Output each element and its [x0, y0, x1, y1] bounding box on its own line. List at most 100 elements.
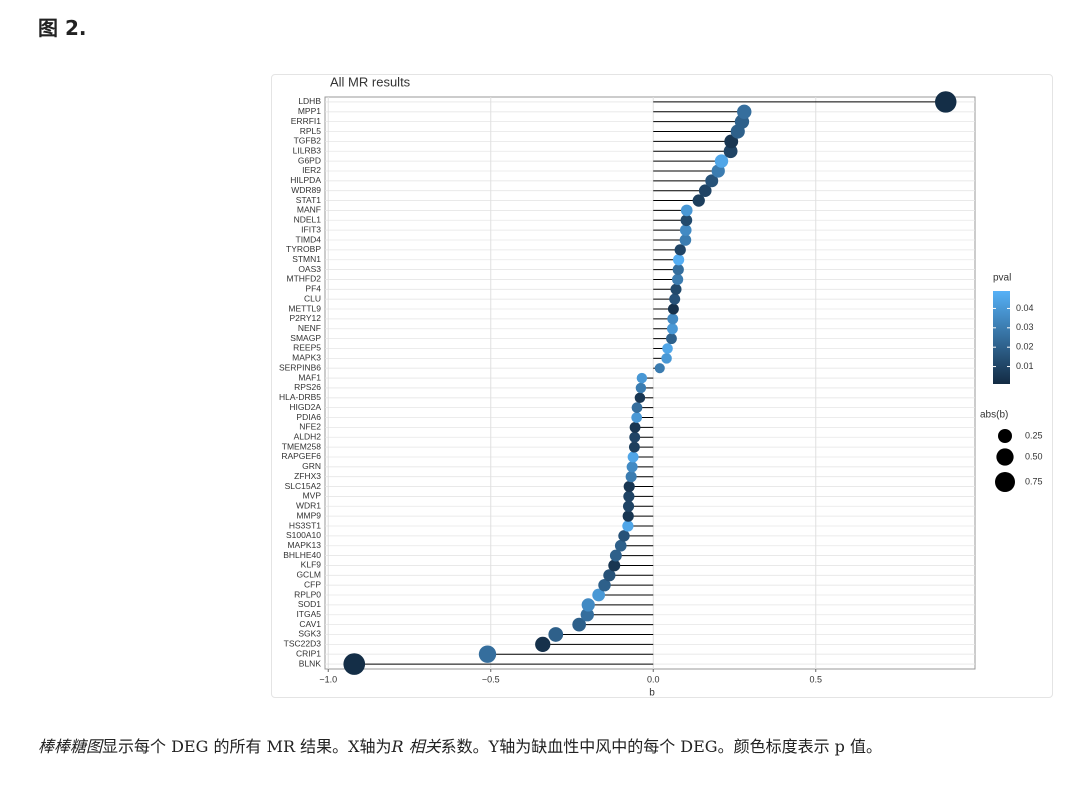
size-key-label: 0.50	[1025, 451, 1043, 461]
y-tick-label: P2RY12	[289, 313, 321, 323]
caption: 棒棒糖图显示每个 DEG 的所有 MR 结果。X轴为R 相关系数。Y轴为缺血性中…	[38, 733, 882, 757]
y-tick-label: SMAGP	[290, 333, 321, 343]
point	[662, 343, 673, 354]
y-tick-label: HLA-DRB5	[279, 392, 321, 402]
figure-heading: 图 2.	[38, 16, 87, 40]
figure: All MR results b pval abs(b) −1.0 −0.5 0.0…	[271, 74, 1053, 698]
y-tick-label: CAV1	[299, 619, 321, 629]
colorbar-label: 0.02	[1016, 342, 1034, 352]
y-tick-label: G6PD	[298, 155, 321, 165]
point	[692, 194, 705, 207]
y-tick-label: ZFHX3	[294, 471, 321, 481]
y-tick-label: IFIT3	[301, 224, 321, 234]
y-tick-label: MVP	[303, 491, 322, 501]
point	[627, 451, 639, 463]
point	[672, 263, 684, 276]
point	[548, 627, 564, 642]
y-tick-label: GCLM	[296, 570, 321, 580]
y-tick-label: BHLHE40	[283, 550, 321, 560]
y-tick-label: ALDH2	[294, 431, 322, 441]
caption-italic: 棒棒糖图	[38, 737, 103, 756]
size-legend-title: abs(b)	[980, 410, 1008, 421]
caption-text: 显示每个 DEG 的所有 MR 结果。X轴为	[102, 737, 392, 756]
colorbar-label: 0.04	[1016, 303, 1034, 313]
point	[714, 154, 729, 168]
point	[622, 520, 634, 532]
y-tick-label: CFP	[304, 579, 321, 589]
x-axis-label: b	[649, 688, 655, 697]
size-key-label: 0.75	[1025, 476, 1043, 486]
point	[592, 588, 606, 602]
y-tick-label: TIMD4	[296, 234, 322, 244]
point	[705, 174, 719, 188]
y-tick-label: IER2	[302, 165, 321, 175]
y-tick-label: SGK3	[298, 629, 321, 639]
y-tick-label: ERRFI1	[291, 116, 322, 126]
size-key	[995, 472, 1015, 492]
y-tick-label: MANF	[297, 205, 321, 215]
y-tick-label: NDEL1	[294, 215, 322, 225]
panel	[324, 96, 976, 670]
point	[669, 293, 681, 305]
point	[635, 382, 647, 394]
y-tick-label: PDIA6	[296, 412, 321, 422]
y-tick-label: BLNK	[299, 658, 322, 668]
point	[666, 333, 677, 345]
colorbar-label: 0.01	[1016, 361, 1034, 371]
point	[679, 224, 692, 236]
point	[629, 421, 641, 433]
y-tick-label: TMEM258	[282, 441, 321, 451]
y-tick-label: WDR89	[291, 185, 321, 195]
point	[661, 353, 672, 364]
point	[580, 608, 594, 622]
y-tick-label: TGFB2	[294, 136, 322, 146]
point	[724, 134, 739, 149]
y-tick-label: KLF9	[301, 560, 322, 570]
point	[572, 617, 586, 632]
y-tick-label: WDR1	[296, 501, 321, 511]
y-tick-label: GRN	[302, 461, 321, 471]
y-tick-label: ITGA5	[296, 609, 321, 619]
y-tick-label: MMP9	[296, 510, 321, 520]
point	[737, 104, 752, 120]
point	[608, 559, 621, 572]
point	[634, 392, 646, 404]
point	[680, 204, 693, 217]
y-tick-label: METTL9	[288, 303, 321, 313]
point	[628, 441, 640, 453]
point	[598, 578, 611, 592]
y-tick-label: MAPK3	[292, 353, 321, 363]
y-tick-label: RPS26	[294, 382, 321, 392]
y-tick-label: CLU	[304, 293, 321, 303]
y-tick-label: NFE2	[299, 422, 321, 432]
y-tick-label: SLC15A2	[285, 481, 322, 491]
size-key-label: 0.25	[1025, 430, 1043, 440]
point	[581, 598, 595, 612]
point	[667, 313, 679, 325]
point	[609, 549, 622, 562]
y-tick-label: HIGD2A	[289, 402, 321, 412]
point	[666, 323, 678, 335]
point	[654, 363, 665, 374]
x-tick-label: −0.5	[482, 674, 500, 684]
y-tick-label: NENF	[298, 323, 321, 333]
point	[631, 412, 643, 423]
point	[343, 653, 366, 675]
y-tick-label: REEP5	[293, 343, 321, 353]
point	[535, 636, 551, 652]
colorbar-label: 0.03	[1016, 322, 1034, 332]
point	[670, 283, 682, 295]
y-tick-label: OAS3	[298, 264, 321, 274]
y-tick-label: S100A10	[286, 530, 321, 540]
y-tick-label: LILRB3	[293, 145, 322, 155]
point	[625, 471, 637, 483]
y-tick-label: MAPK13	[287, 540, 321, 550]
point	[618, 530, 630, 542]
point	[672, 254, 685, 266]
size-key	[998, 429, 1012, 443]
point	[478, 645, 497, 663]
y-tick-label: SERPINB6	[279, 362, 321, 372]
point	[629, 431, 641, 443]
point	[672, 273, 684, 286]
point	[698, 184, 712, 197]
